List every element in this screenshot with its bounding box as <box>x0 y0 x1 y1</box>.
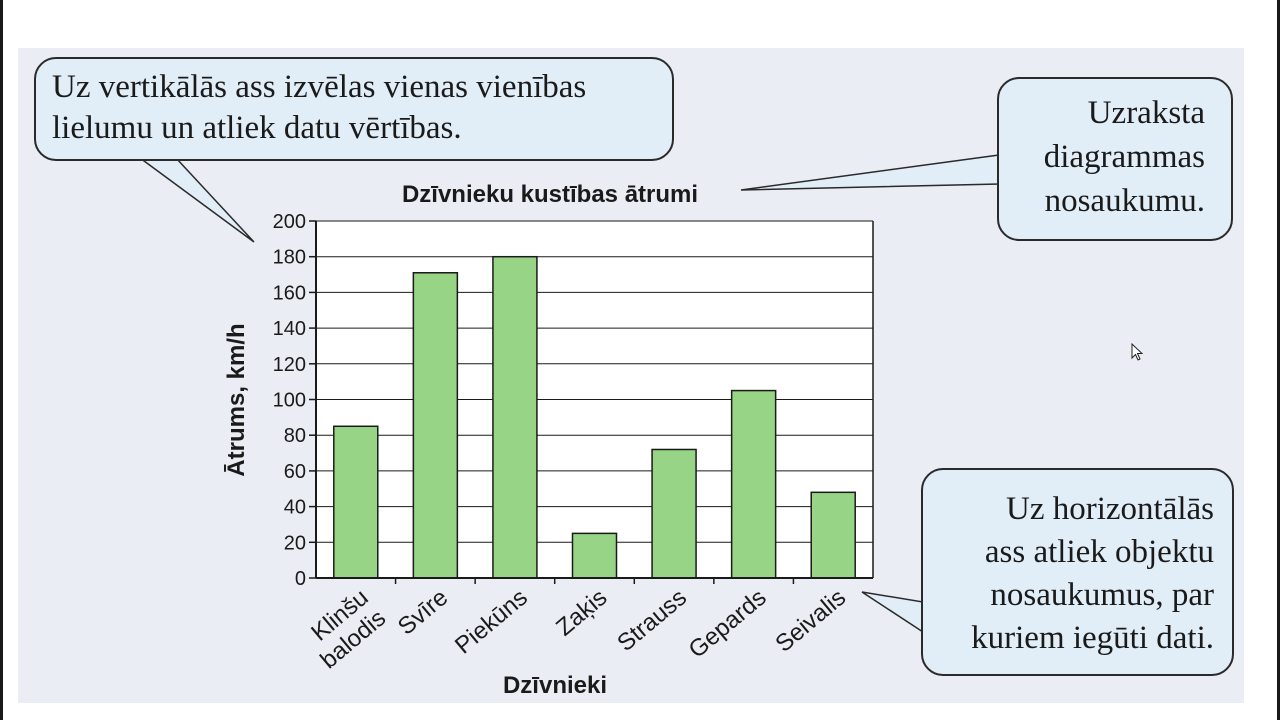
bar <box>333 425 379 579</box>
y-tick-label: 160 <box>273 282 306 304</box>
callout-vertical-tail <box>137 157 255 243</box>
bar <box>730 389 777 579</box>
callout-title-tail <box>740 154 1000 191</box>
bar <box>492 255 538 579</box>
y-tick-labels: 0 20 40 60 80 100 120 140 160 180 200 <box>273 211 316 590</box>
callout-horizontal-tail <box>861 591 924 634</box>
y-tick-label: 60 <box>284 461 306 483</box>
y-axis-label: Ātrums, km/h <box>223 323 250 476</box>
callout-vertical-axis: Uz vertikālās ass izvēlas vienas vienība… <box>34 57 674 161</box>
gridlines <box>316 220 873 543</box>
y-tick-label: 140 <box>273 318 306 340</box>
x-axis-label: Dzīvnieki <box>503 672 607 699</box>
bar <box>810 491 856 579</box>
x-tick-label: Strauss <box>612 584 692 657</box>
bars <box>333 255 856 579</box>
y-tick-label: 180 <box>273 247 306 269</box>
y-tick-label: 120 <box>273 354 306 376</box>
bar <box>651 448 697 579</box>
y-tick-label: 100 <box>273 390 306 412</box>
y-tick-label: 200 <box>273 211 306 233</box>
y-tick-label: 80 <box>284 425 306 447</box>
x-tick-label: Zaķis <box>551 584 612 642</box>
x-tick-label: Gepards <box>684 584 772 664</box>
x-tick-label: Svīre <box>393 584 453 641</box>
bar <box>571 532 618 579</box>
x-tick-label: Klinšubalodis <box>298 584 391 674</box>
callout-chart-title: Uzraksta diagrammas nosaukumu. <box>997 77 1233 241</box>
y-tick-label: 40 <box>284 497 306 519</box>
bar <box>412 272 459 579</box>
mouse-pointer-icon <box>1131 343 1144 361</box>
x-tick-label: Piekūns <box>450 584 533 660</box>
callout-horizontal-axis: Uz horizontālās ass atliek objektu nosau… <box>921 468 1234 676</box>
chart-title: Dzīvnieku kustības ātrumi <box>402 181 698 208</box>
y-tick-label: 20 <box>284 532 306 554</box>
x-tick-label: Seivalis <box>770 584 851 658</box>
y-tick-label: 0 <box>295 568 306 590</box>
